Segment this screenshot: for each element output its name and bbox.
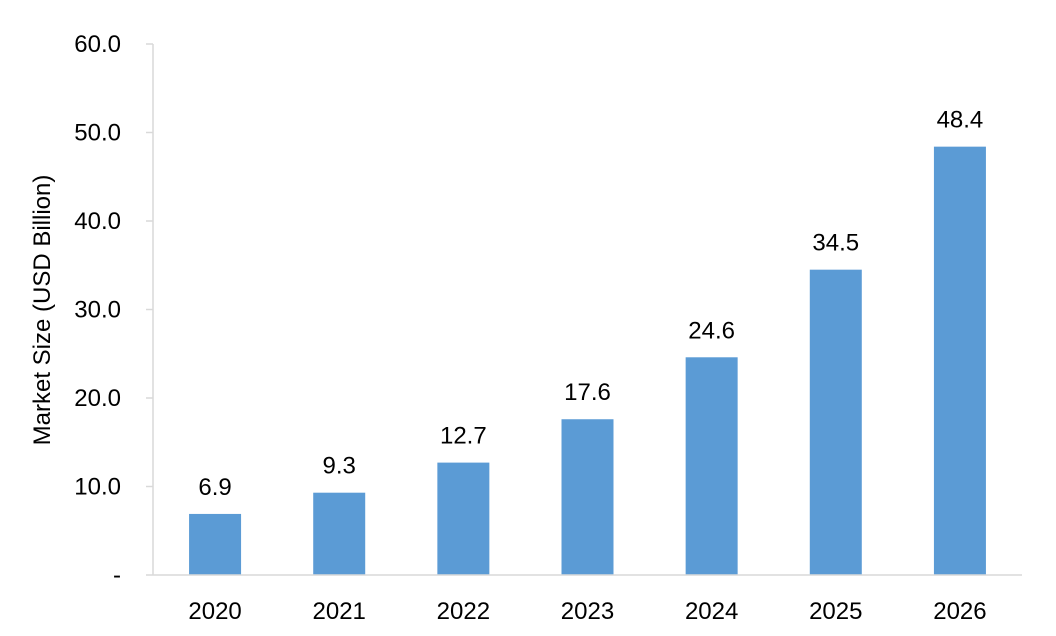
bar-2026 (933, 146, 986, 575)
data-label-2024: 24.6 (688, 317, 735, 344)
bar-2023 (561, 419, 614, 575)
y-tick-label: 50.0 (74, 120, 121, 147)
x-tick-label-2025: 2025 (809, 598, 862, 625)
bars (189, 146, 986, 575)
y-axis: - 10.0 20.0 30.0 40.0 50.0 60.0 (74, 31, 154, 589)
y-tick-label: 40.0 (74, 208, 121, 235)
data-labels: 6.9 9.3 12.7 17.6 24.6 34.5 48.4 (198, 107, 983, 501)
y-tick-label: 30.0 (74, 297, 121, 324)
data-label-2023: 17.6 (564, 379, 611, 406)
x-tick-label-2026: 2026 (933, 598, 986, 625)
bar-2025 (809, 269, 862, 575)
x-tick-label-2020: 2020 (188, 598, 241, 625)
y-axis-title: Market Size (USD Billion) (29, 175, 56, 446)
y-tick-label: 10.0 (74, 474, 121, 501)
x-tick-label-2024: 2024 (685, 598, 738, 625)
x-tick-label-2022: 2022 (437, 598, 490, 625)
y-tick-label: - (113, 562, 121, 589)
data-label-2021: 9.3 (323, 453, 356, 480)
bar-2021 (313, 492, 366, 575)
data-label-2026: 48.4 (937, 107, 984, 134)
x-tick-label-2023: 2023 (561, 598, 614, 625)
data-label-2022: 12.7 (440, 423, 487, 450)
x-tick-label-2021: 2021 (313, 598, 366, 625)
x-axis: 2020 2021 2022 2023 2024 2025 2026 (153, 574, 1022, 625)
data-label-2025: 34.5 (812, 230, 859, 257)
y-tick-label: 60.0 (74, 31, 121, 58)
data-label-2020: 6.9 (198, 474, 231, 501)
bar-2024 (685, 357, 738, 575)
bar-2020 (189, 513, 242, 575)
bar-2022 (437, 462, 490, 575)
y-tick-label: 20.0 (74, 385, 121, 412)
